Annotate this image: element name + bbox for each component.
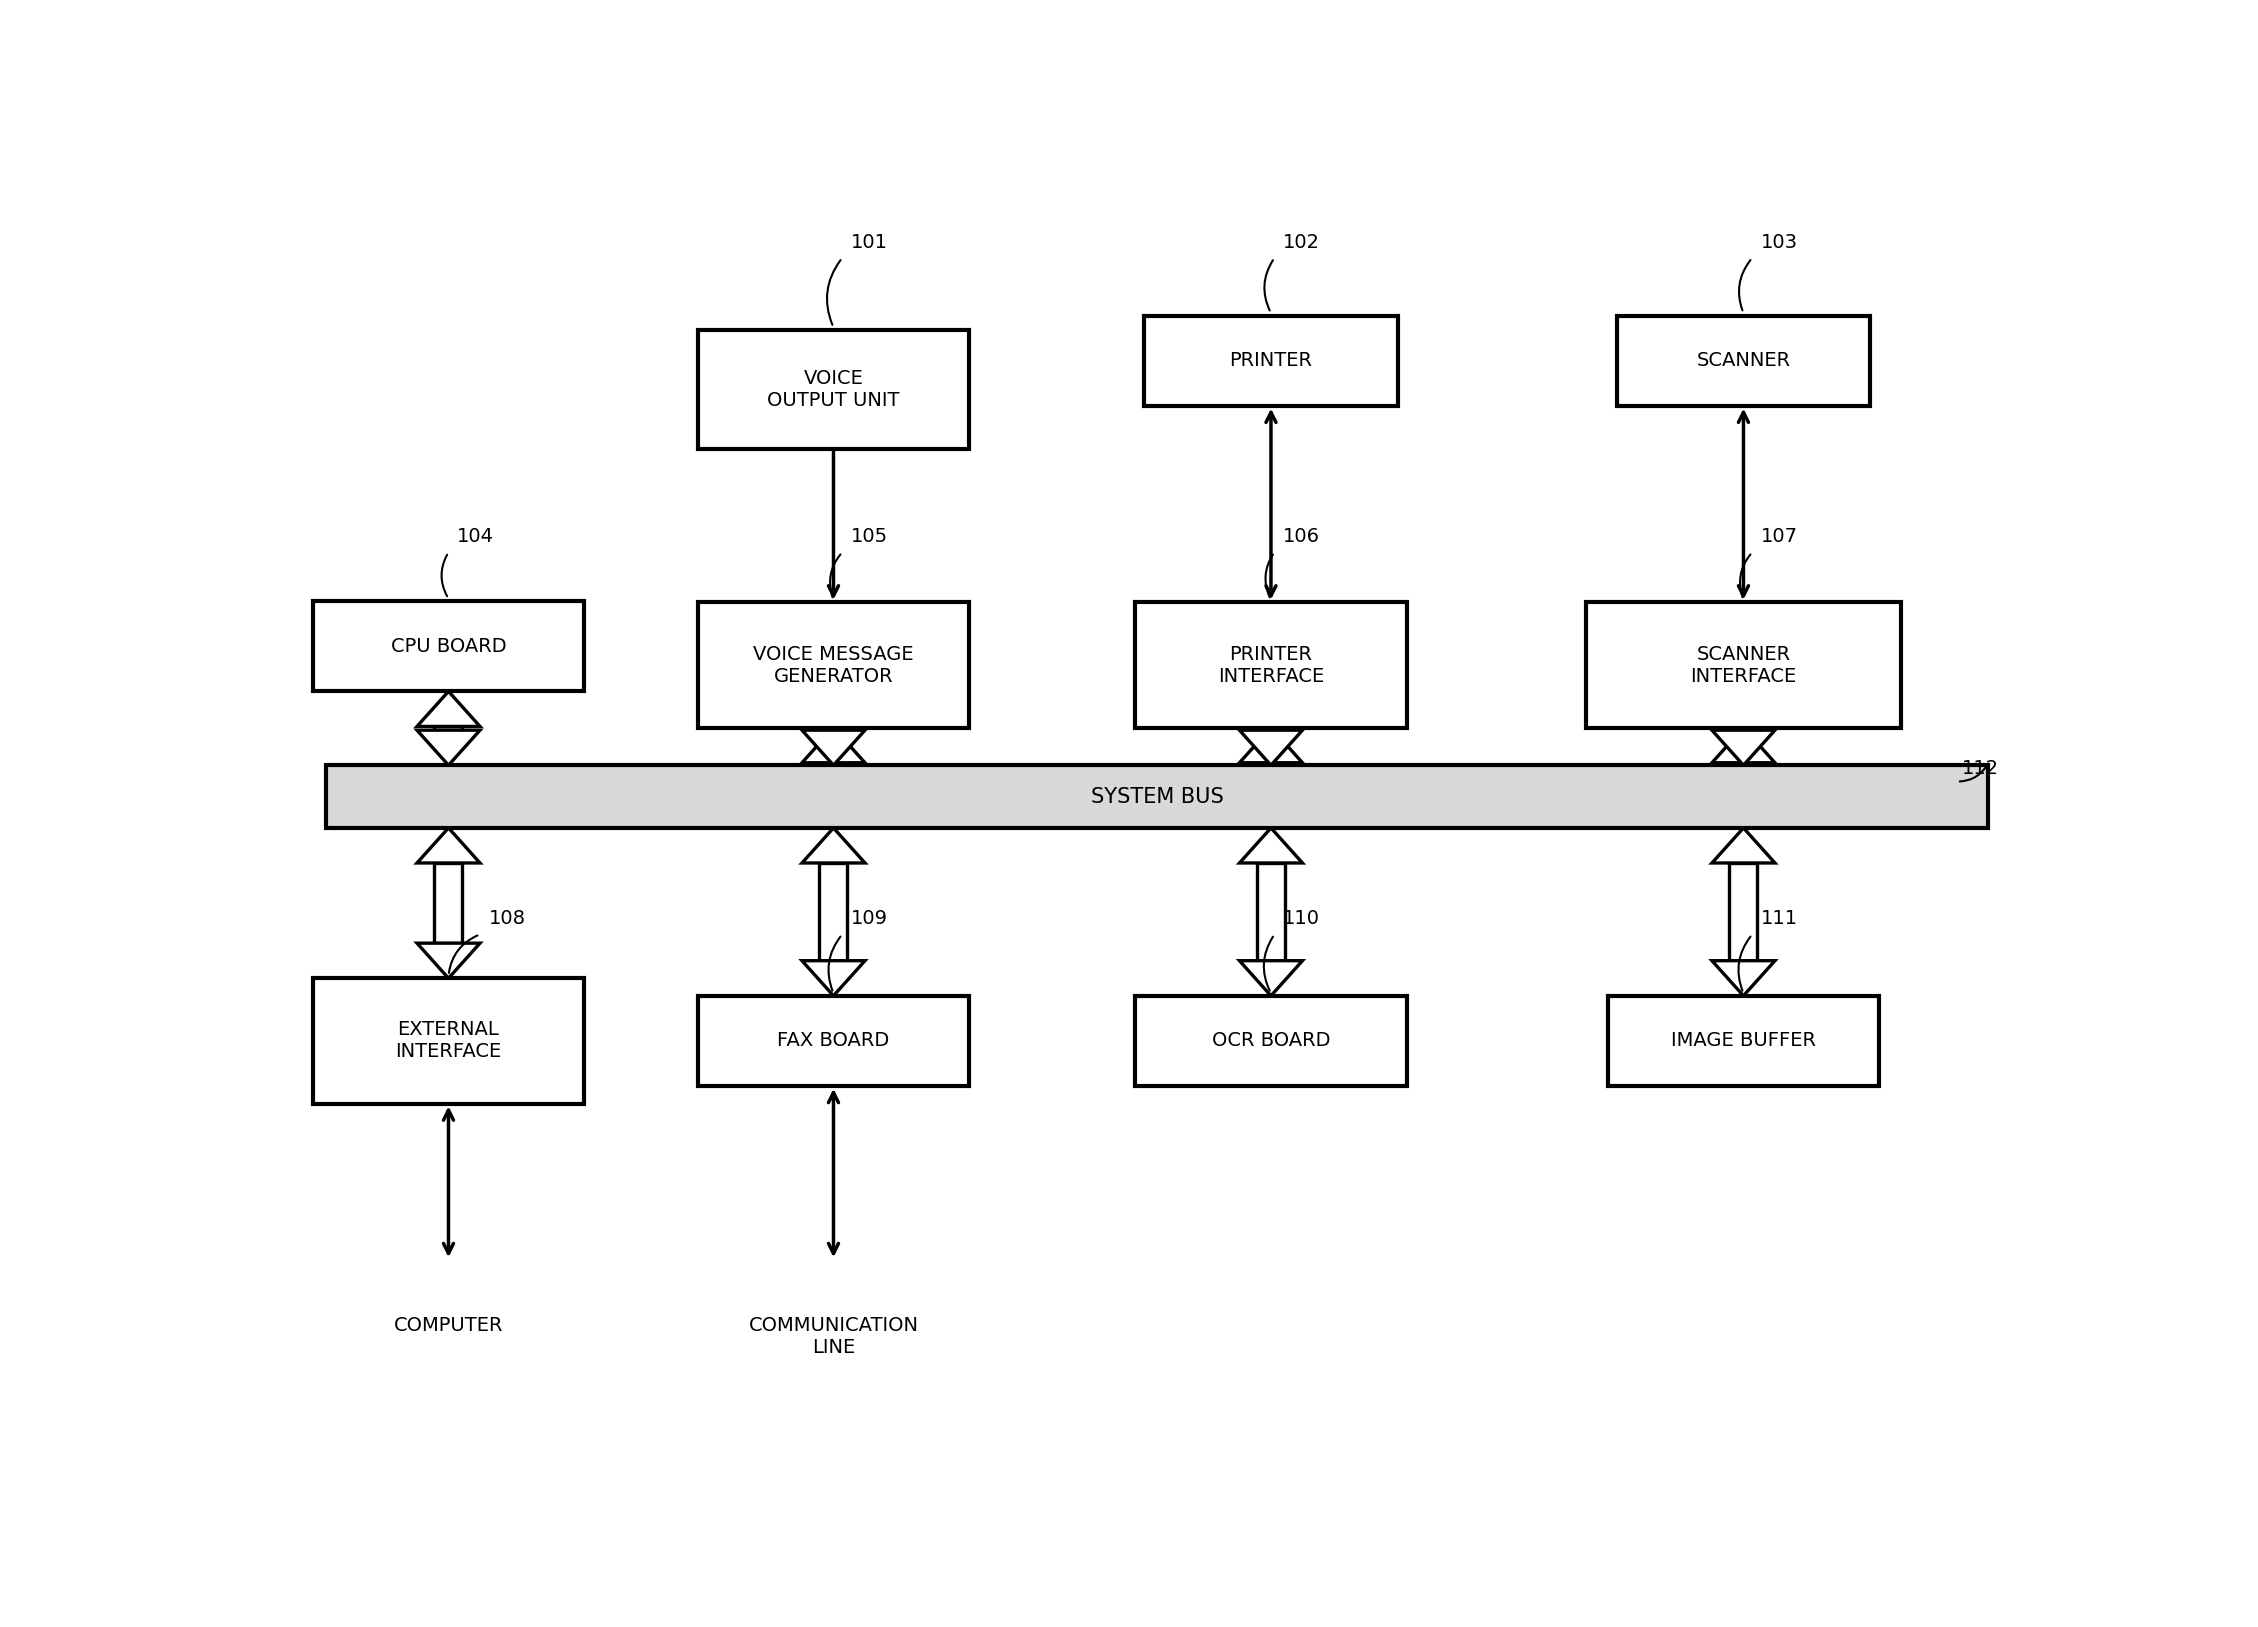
Text: 105: 105 bbox=[851, 527, 887, 547]
Polygon shape bbox=[820, 731, 847, 763]
FancyBboxPatch shape bbox=[1145, 316, 1398, 405]
Polygon shape bbox=[802, 727, 865, 763]
Polygon shape bbox=[1240, 731, 1303, 765]
FancyBboxPatch shape bbox=[1136, 602, 1407, 727]
Text: VOICE
OUTPUT UNIT: VOICE OUTPUT UNIT bbox=[768, 369, 899, 410]
Polygon shape bbox=[1258, 731, 1285, 763]
Text: SYSTEM BUS: SYSTEM BUS bbox=[1091, 786, 1224, 807]
Polygon shape bbox=[1258, 862, 1285, 960]
Text: SCANNER: SCANNER bbox=[1696, 351, 1791, 369]
Text: 108: 108 bbox=[488, 909, 526, 927]
Text: VOICE MESSAGE
GENERATOR: VOICE MESSAGE GENERATOR bbox=[754, 644, 914, 685]
Text: 110: 110 bbox=[1283, 909, 1321, 927]
Polygon shape bbox=[434, 726, 463, 731]
Text: 101: 101 bbox=[851, 233, 887, 252]
Text: 104: 104 bbox=[456, 527, 495, 547]
Polygon shape bbox=[418, 731, 481, 765]
Polygon shape bbox=[1730, 862, 1757, 960]
Text: PRINTER: PRINTER bbox=[1228, 351, 1312, 369]
FancyBboxPatch shape bbox=[698, 602, 969, 727]
Text: FAX BOARD: FAX BOARD bbox=[777, 1032, 890, 1051]
Polygon shape bbox=[1240, 727, 1303, 763]
Text: OCR BOARD: OCR BOARD bbox=[1213, 1032, 1330, 1051]
Text: COMMUNICATION
LINE: COMMUNICATION LINE bbox=[747, 1316, 919, 1357]
FancyBboxPatch shape bbox=[698, 996, 969, 1085]
Text: 109: 109 bbox=[851, 909, 887, 927]
FancyBboxPatch shape bbox=[1617, 316, 1870, 405]
Polygon shape bbox=[1712, 960, 1775, 996]
Text: PRINTER
INTERFACE: PRINTER INTERFACE bbox=[1217, 644, 1323, 685]
Polygon shape bbox=[418, 691, 481, 726]
Text: 107: 107 bbox=[1761, 527, 1797, 547]
Polygon shape bbox=[802, 731, 865, 765]
FancyBboxPatch shape bbox=[1585, 602, 1901, 727]
Polygon shape bbox=[434, 862, 463, 944]
Polygon shape bbox=[1240, 828, 1303, 862]
Text: 111: 111 bbox=[1761, 909, 1797, 927]
Polygon shape bbox=[1712, 731, 1775, 765]
Polygon shape bbox=[802, 828, 865, 862]
Text: CPU BOARD: CPU BOARD bbox=[391, 636, 506, 656]
Polygon shape bbox=[1712, 727, 1775, 763]
FancyBboxPatch shape bbox=[325, 765, 1989, 828]
Text: EXTERNAL
INTERFACE: EXTERNAL INTERFACE bbox=[395, 1020, 501, 1061]
FancyBboxPatch shape bbox=[1608, 996, 1879, 1085]
Polygon shape bbox=[1730, 731, 1757, 763]
Polygon shape bbox=[418, 828, 481, 862]
Polygon shape bbox=[418, 944, 481, 978]
Text: 112: 112 bbox=[1962, 758, 1998, 778]
FancyBboxPatch shape bbox=[314, 600, 585, 691]
FancyBboxPatch shape bbox=[1136, 996, 1407, 1085]
Text: 106: 106 bbox=[1283, 527, 1321, 547]
Polygon shape bbox=[1240, 960, 1303, 996]
Text: SCANNER
INTERFACE: SCANNER INTERFACE bbox=[1691, 644, 1797, 685]
Polygon shape bbox=[820, 862, 847, 960]
Text: 103: 103 bbox=[1761, 233, 1797, 252]
FancyBboxPatch shape bbox=[698, 330, 969, 449]
FancyBboxPatch shape bbox=[314, 978, 585, 1103]
Polygon shape bbox=[802, 960, 865, 996]
Polygon shape bbox=[1712, 828, 1775, 862]
Text: 102: 102 bbox=[1283, 233, 1321, 252]
Text: COMPUTER: COMPUTER bbox=[393, 1316, 504, 1336]
Text: IMAGE BUFFER: IMAGE BUFFER bbox=[1671, 1032, 1815, 1051]
